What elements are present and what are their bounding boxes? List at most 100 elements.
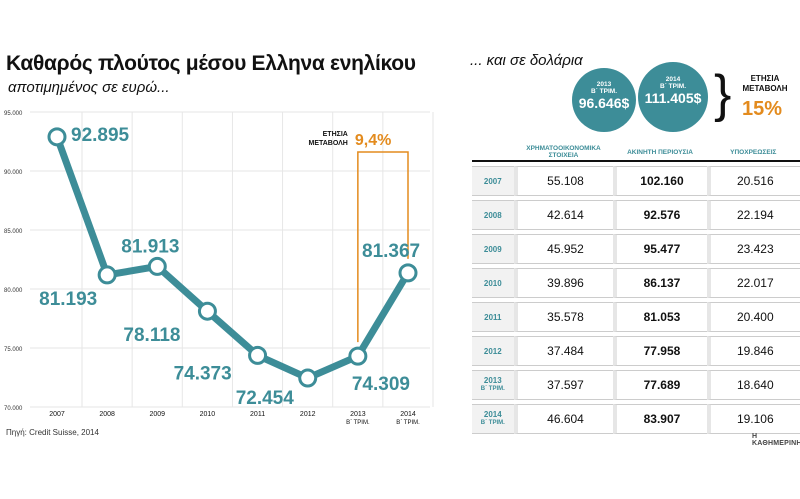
data-point xyxy=(298,368,318,388)
cell-real-estate: 92.576 xyxy=(613,200,707,230)
bubble-2014-value: 111.405$ xyxy=(644,90,702,106)
row-year-label: 2009 xyxy=(483,244,502,254)
data-label: 72.454 xyxy=(236,388,295,409)
cell-financial-assets: 55.108 xyxy=(513,166,614,196)
cell-liabilities: 20.400 xyxy=(706,302,800,332)
header-financial-assets: ΧΡΗΜΑΤΟΟΙΚΟΝΟΜΙΚΑ ΣΤΟΙΧΕΙΑ xyxy=(513,144,614,162)
row-year: 2014 Β΄ ΤΡΙΜ. xyxy=(472,404,514,434)
table-row: 2011 35.578 81.053 20.400 xyxy=(472,302,800,332)
row-year-label: 2011 xyxy=(484,312,502,322)
annual-change-label-1: ΕΤΗΣΙΑ xyxy=(323,131,348,138)
y-tick-label: 70.000 xyxy=(4,406,23,412)
row-year: 2011 xyxy=(472,302,514,332)
bubble-2014: 2014 Β΄ ΤΡΙΜ. 111.405$ xyxy=(638,62,708,132)
x-tick-sublabel: Β΄ ΤΡΙΜ. xyxy=(346,420,370,426)
cell-financial-assets: 35.578 xyxy=(513,302,614,332)
row-year: 2010 xyxy=(472,268,514,298)
bubble-2013-value: 96.646$ xyxy=(578,95,630,111)
row-year: 2013 Β΄ ΤΡΙΜ. xyxy=(472,370,514,400)
data-label: 81.367 xyxy=(362,241,420,262)
row-year-sublabel: Β΄ ΤΡΙΜ. xyxy=(480,420,505,426)
cell-financial-assets: 45.952 xyxy=(513,234,614,264)
data-label: 81.193 xyxy=(39,289,97,310)
source-note: Πηγή: Credit Suisse, 2014 xyxy=(6,428,99,437)
row-year-label: 2013 xyxy=(483,376,502,385)
bubble-2014-year: 2014 xyxy=(665,76,681,83)
table-row: 2007 55.108 102.160 20.516 xyxy=(472,166,800,196)
annual-change-label-2: ΜΕΤΑΒΟΛΗ xyxy=(308,140,347,147)
cell-real-estate: 102.160 xyxy=(613,166,707,196)
chart-title: Καθαρός πλούτος μέσου Ελληνα ενηλίκου xyxy=(6,52,416,75)
x-tick-label: 2009 xyxy=(149,411,165,418)
x-tick-label: 2010 xyxy=(200,411,216,418)
row-year-label: 2007 xyxy=(483,176,502,186)
x-tick-sublabel: Β΄ ΤΡΙΜ. xyxy=(396,420,420,426)
cell-financial-assets: 42.614 xyxy=(513,200,614,230)
table-row: 2013 Β΄ ΤΡΙΜ. 37.597 77.689 18.640 xyxy=(472,370,800,400)
data-label: 74.309 xyxy=(352,374,410,395)
cell-real-estate: 83.907 xyxy=(613,404,707,434)
data-point xyxy=(248,345,268,365)
row-year: 2008 xyxy=(472,200,514,230)
cell-real-estate: 81.053 xyxy=(613,302,707,332)
data-point xyxy=(197,301,217,321)
y-tick-label: 95.000 xyxy=(4,111,23,117)
bubble-2013-period: Β΄ ΤΡΙΜ. xyxy=(591,88,617,95)
cell-liabilities: 19.106 xyxy=(706,404,800,434)
cell-financial-assets: 37.484 xyxy=(513,336,614,366)
row-year-label: 2008 xyxy=(483,210,502,220)
row-year-label: 2012 xyxy=(483,346,502,356)
publisher-logo: Η ΚΑΘΗΜΕΡΙΝΗ xyxy=(752,433,800,447)
data-point xyxy=(47,127,67,147)
row-year: 2007 xyxy=(472,166,514,196)
data-point xyxy=(398,263,418,283)
header-liabilities: ΥΠΟΧΡΕΩΣΕΙΣ xyxy=(706,144,800,162)
data-point xyxy=(348,346,368,366)
cell-liabilities: 20.516 xyxy=(706,166,800,196)
data-point xyxy=(147,256,167,276)
annual-change-value: 9,4% xyxy=(355,132,391,149)
row-year: 2009 xyxy=(472,234,514,264)
y-tick-label: 80.000 xyxy=(4,288,23,294)
cell-real-estate: 77.689 xyxy=(613,370,707,400)
cell-liabilities: 22.194 xyxy=(706,200,800,230)
cell-liabilities: 19.846 xyxy=(706,336,800,366)
cell-financial-assets: 37.597 xyxy=(513,370,614,400)
row-year-label: 2014 xyxy=(483,410,502,419)
dollar-annual-change-label-2: ΜΕΤΑΒΟΛΗ xyxy=(742,84,788,93)
table-header-row: ΧΡΗΜΑΤΟΟΙΚΟΝΟΜΙΚΑ ΣΤΟΙΧΕΙΑ ΑΚΙΝΗΤΗ ΠΕΡΙΟ… xyxy=(472,144,800,162)
x-tick-label: 2008 xyxy=(99,411,115,418)
dollars-title: ... και σε δολάρια xyxy=(470,52,583,69)
cell-real-estate: 95.477 xyxy=(613,234,707,264)
data-point xyxy=(97,265,117,285)
cell-financial-assets: 46.604 xyxy=(513,404,614,434)
bubble-2013: 2013 Β΄ ΤΡΙΜ. 96.646$ xyxy=(572,68,636,132)
brace-icon: } xyxy=(714,65,732,123)
bubble-2014-period: Β΄ ΤΡΙΜ. xyxy=(660,83,686,90)
x-tick-label: 2014 xyxy=(400,411,416,418)
x-tick-label: 2007 xyxy=(49,411,65,418)
data-label: 74.373 xyxy=(174,363,232,384)
table-row: 2008 42.614 92.576 22.194 xyxy=(472,200,800,230)
y-tick-label: 90.000 xyxy=(4,170,23,176)
dollar-annual-change-label: ΕΤΗΣΙΑ ΜΕΤΑΒΟΛΗ xyxy=(738,74,792,94)
x-tick-label: 2011 xyxy=(250,411,265,418)
data-label: 81.913 xyxy=(121,236,179,257)
row-year-sublabel: Β΄ ΤΡΙΜ. xyxy=(480,386,505,392)
x-tick-label: 2013 xyxy=(350,411,366,418)
header-real-estate: ΑΚΙΝΗΤΗ ΠΕΡΙΟΥΣΙΑ xyxy=(613,144,707,162)
cell-liabilities: 22.017 xyxy=(706,268,800,298)
wealth-table: ΧΡΗΜΑΤΟΟΙΚΟΝΟΜΙΚΑ ΣΤΟΙΧΕΙΑ ΑΚΙΝΗΤΗ ΠΕΡΙΟ… xyxy=(472,140,800,438)
x-tick-label: 2012 xyxy=(300,411,316,418)
header-year xyxy=(472,144,514,162)
cell-financial-assets: 39.896 xyxy=(513,268,614,298)
bubble-2013-year: 2013 xyxy=(596,81,612,88)
annual-change-bracket xyxy=(357,151,409,343)
dollar-annual-change-value: 15% xyxy=(742,98,783,120)
y-tick-label: 75.000 xyxy=(4,347,23,353)
row-year: 2012 xyxy=(472,336,514,366)
table-row: 2009 45.952 95.477 23.423 xyxy=(472,234,800,264)
table-row: 2012 37.484 77.958 19.846 xyxy=(472,336,800,366)
cell-real-estate: 77.958 xyxy=(613,336,707,366)
chart-subtitle: αποτιμημένος σε ευρώ... xyxy=(8,79,170,96)
